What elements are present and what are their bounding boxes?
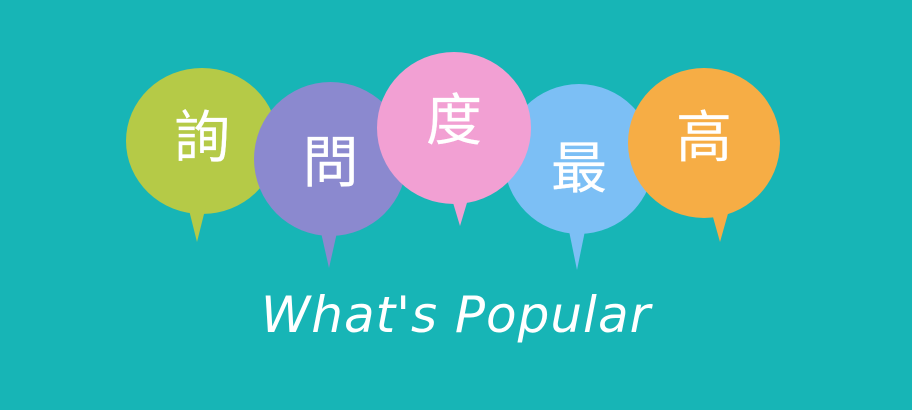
bubble-character: 詢 (174, 106, 230, 171)
speech-bubble-tail (451, 196, 469, 226)
bubble-character: 問 (302, 131, 359, 196)
bubble-character: 度 (426, 89, 482, 154)
speech-bubble-1: 詢 (126, 68, 278, 242)
speech-bubble-3: 度 (377, 52, 531, 226)
bubble-character: 最 (551, 137, 607, 202)
banner-caption: What's Popular (260, 286, 652, 344)
bubble-character: 高 (676, 106, 732, 171)
speech-bubble-tail (711, 210, 729, 242)
speech-bubble-tail (568, 226, 586, 270)
speech-bubble-5: 高 (628, 68, 780, 242)
speech-bubble-tail (188, 206, 206, 242)
speech-bubble-tail (320, 228, 338, 268)
